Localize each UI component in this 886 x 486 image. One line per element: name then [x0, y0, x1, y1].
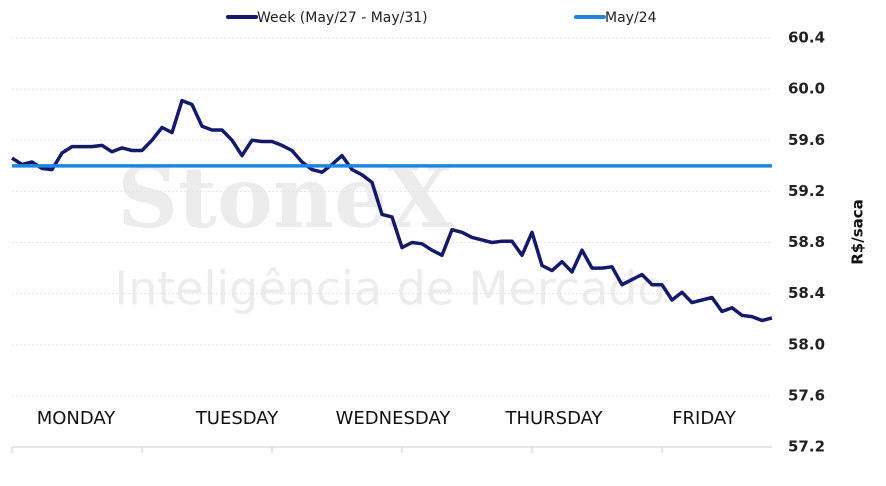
y-tick-label: 60.4: [788, 29, 825, 47]
y-tick-label: 59.6: [788, 131, 825, 149]
y-tick-label: 57.2: [788, 438, 825, 456]
watermark-brand: StoneX: [117, 148, 453, 247]
y-axis-label: R$/saca: [849, 199, 867, 265]
x-tick-label: THURSDAY: [504, 408, 603, 429]
y-tick-label: 58.8: [788, 233, 825, 251]
y-tick-label: 60.0: [788, 80, 825, 98]
y-tick-label: 59.2: [788, 182, 825, 200]
x-tick-label: MONDAY: [37, 408, 117, 429]
x-tick-label: WEDNESDAY: [336, 408, 452, 429]
x-tick-label: FRIDAY: [672, 408, 737, 429]
line-series: [11, 98, 773, 323]
x-tick-label: TUESDAY: [195, 408, 279, 429]
y-tick-label: 57.6: [788, 386, 825, 404]
legend-label: Week (May/27 - May/31): [257, 10, 428, 26]
legend-label: May/24: [605, 10, 657, 26]
watermark-subtitle: Inteligência de Mercado: [115, 262, 666, 316]
y-tick-label: 58.4: [788, 284, 825, 302]
y-tick-label: 58.0: [788, 335, 825, 353]
